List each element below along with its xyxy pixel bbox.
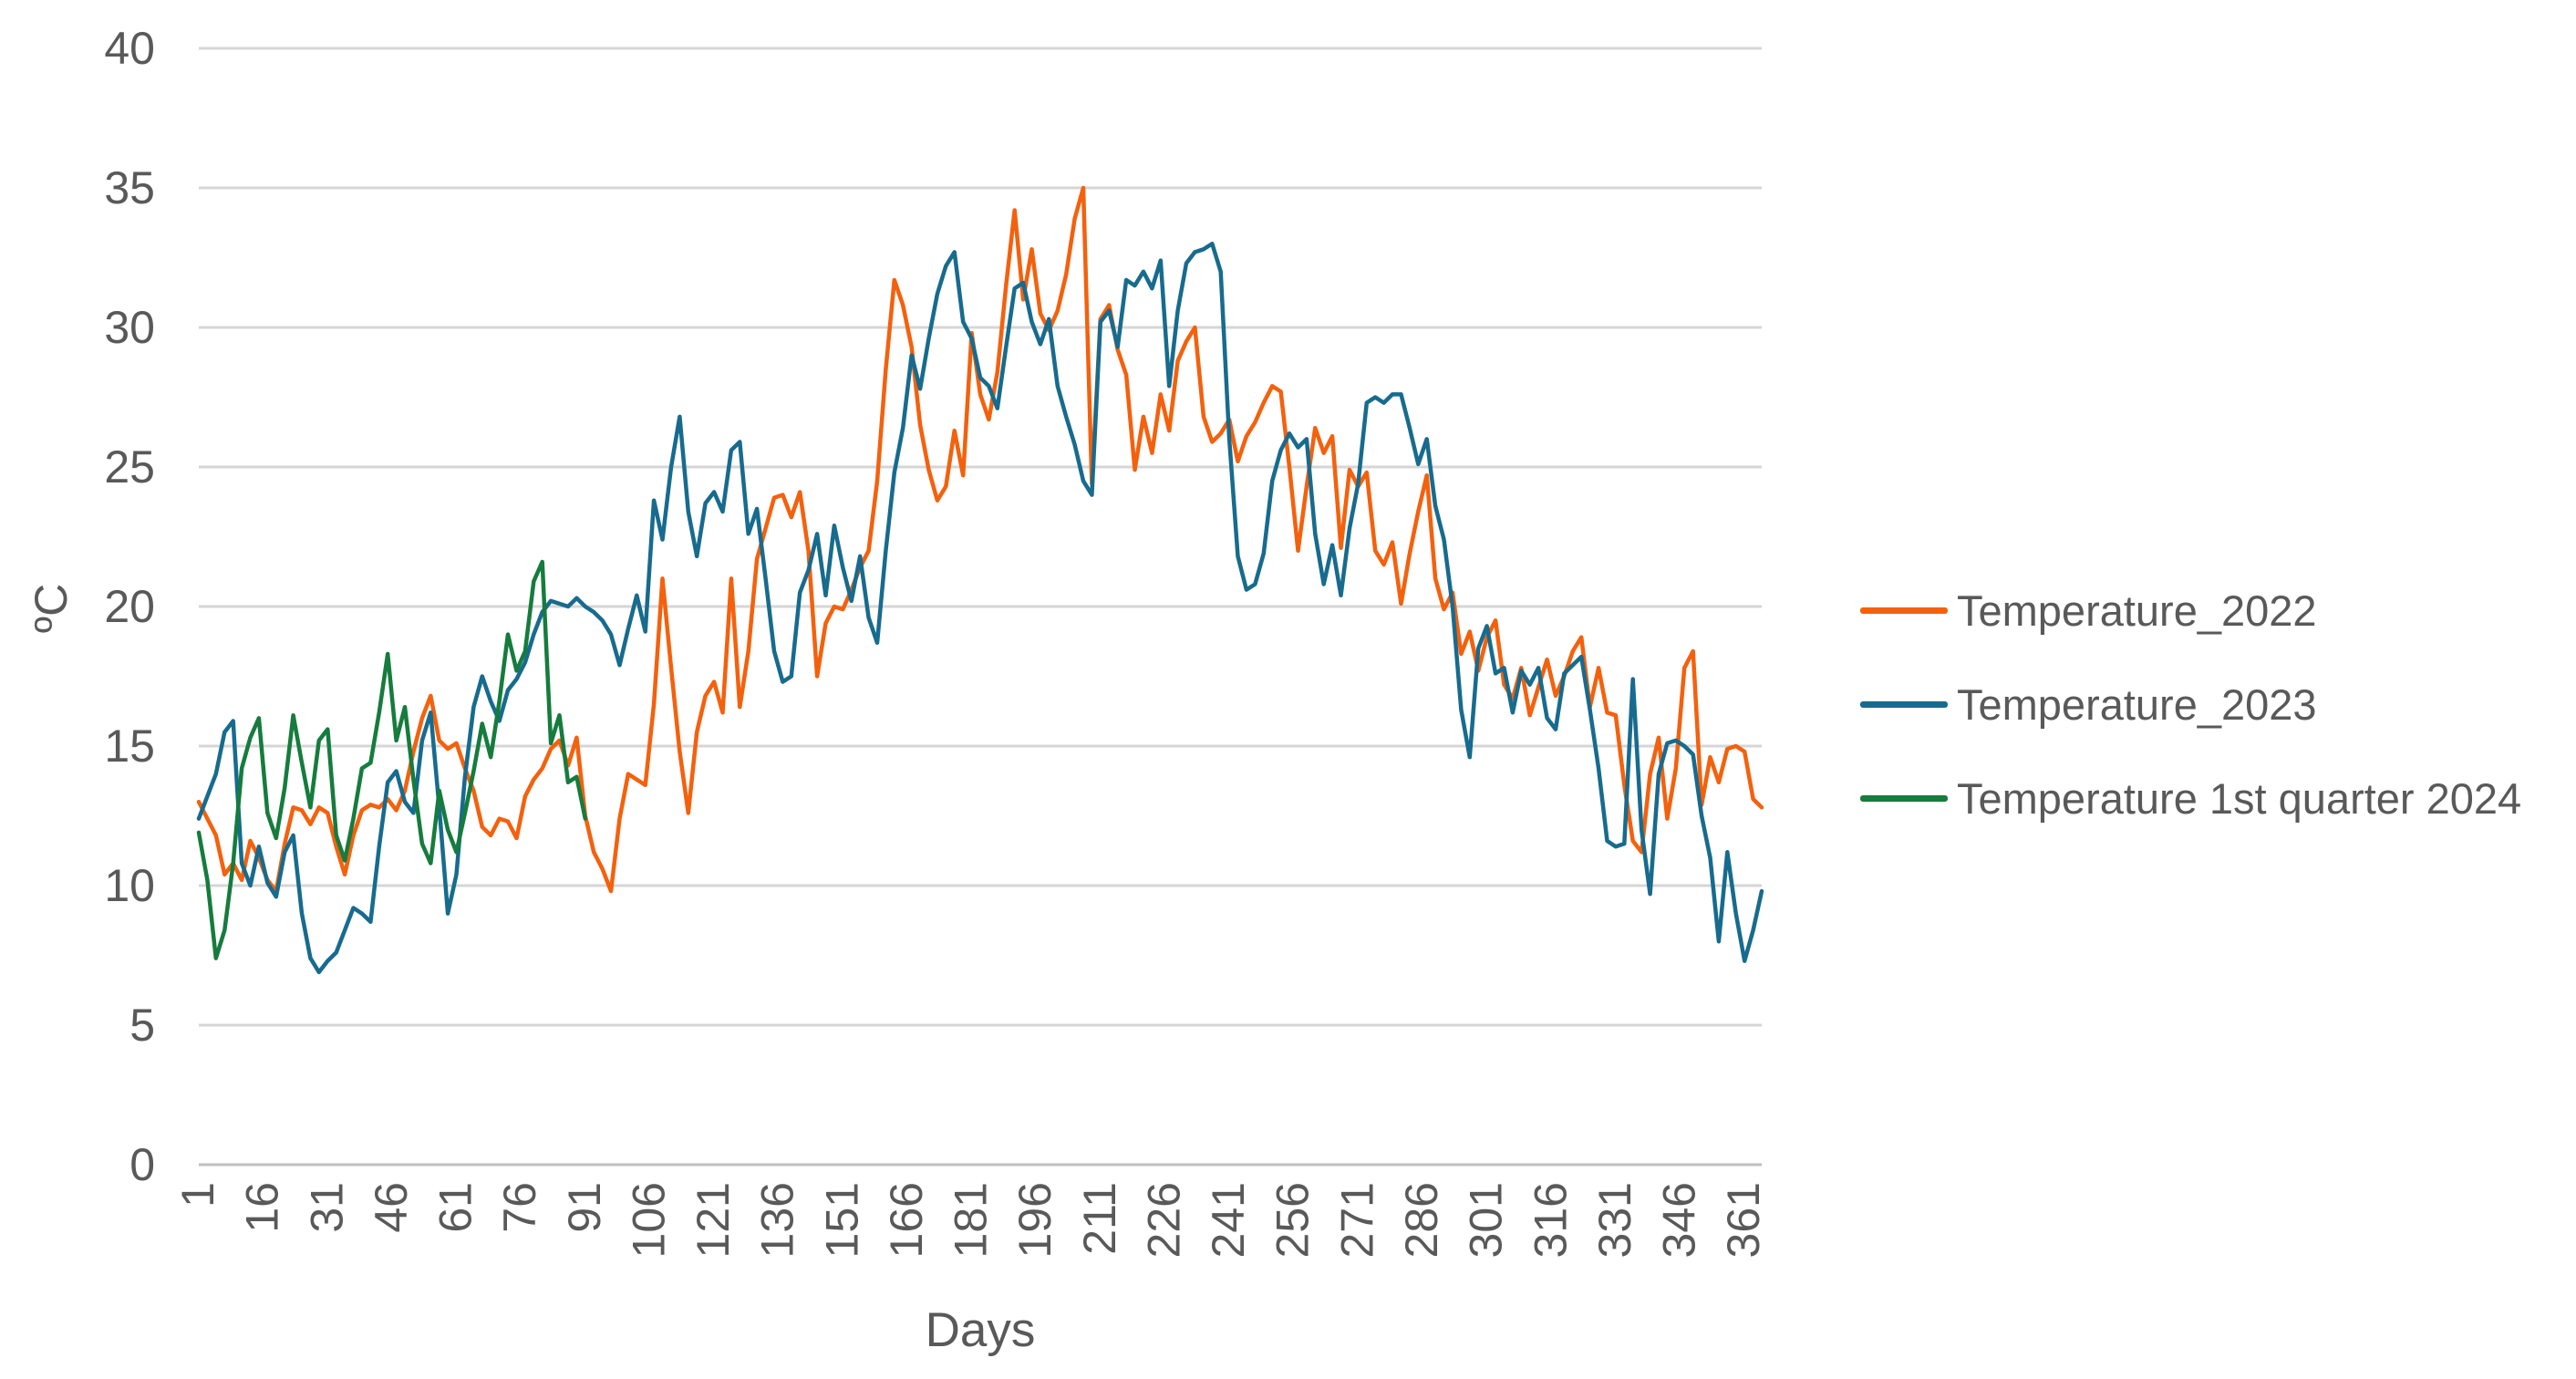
x-tick-label: 226 xyxy=(1138,1182,1189,1258)
x-tick-label: 46 xyxy=(366,1182,417,1233)
series-line-temperature-1st-quarter-2024 xyxy=(196,559,588,960)
x-tick-label: 31 xyxy=(301,1182,352,1233)
y-tick-label: 5 xyxy=(129,1000,155,1051)
legend-swatch-green xyxy=(1860,795,1948,802)
x-tick-label: 346 xyxy=(1654,1182,1705,1258)
x-tick-label: 106 xyxy=(623,1182,674,1258)
x-tick-label: 301 xyxy=(1461,1182,1512,1258)
x-tick-label: 151 xyxy=(816,1182,867,1258)
x-tick-label: 286 xyxy=(1396,1182,1447,1258)
legend-label: Temperature 1st quarter 2024 xyxy=(1957,774,2522,823)
legend-item-temperature-2022: Temperature_2022 xyxy=(1860,564,2521,658)
y-tick-label: 40 xyxy=(104,23,155,74)
y-tick-label: 35 xyxy=(104,162,155,213)
x-axis-title: Days xyxy=(925,1303,1036,1357)
legend-item-temperature-1st-quarter-2024: Temperature 1st quarter 2024 xyxy=(1860,752,2521,845)
series-lines xyxy=(196,185,1764,975)
x-tick-label: 181 xyxy=(946,1182,997,1258)
y-axis-tick-labels: 0 5 10 15 20 25 30 35 40 xyxy=(104,23,155,1190)
x-axis-tick-labels: 1 16 31 46 61 76 91 106 121 136 151 166 181 196 211 226… xyxy=(172,1182,1769,1258)
x-tick-label: 331 xyxy=(1589,1182,1640,1258)
y-tick-label: 15 xyxy=(104,721,155,772)
horizontal-gridlines xyxy=(199,47,1762,1166)
legend-swatch-blue xyxy=(1860,701,1948,708)
x-tick-label: 316 xyxy=(1525,1182,1576,1258)
legend-label: Temperature_2022 xyxy=(1957,586,2317,635)
legend-swatch-orange xyxy=(1860,607,1948,614)
x-tick-label: 196 xyxy=(1009,1182,1060,1258)
x-tick-label: 16 xyxy=(237,1182,288,1233)
y-tick-label: 20 xyxy=(104,581,155,632)
legend-label: Temperature_2023 xyxy=(1957,680,2317,729)
x-tick-label: 256 xyxy=(1267,1182,1319,1258)
series-line-temperature-2023 xyxy=(196,241,1764,975)
y-tick-label: 0 xyxy=(129,1139,155,1190)
x-tick-label: 136 xyxy=(752,1182,803,1258)
y-tick-label: 10 xyxy=(104,860,155,911)
legend-item-temperature-2023: Temperature_2023 xyxy=(1860,658,2521,752)
x-tick-label: 1 xyxy=(172,1182,223,1208)
x-tick-label: 211 xyxy=(1074,1182,1125,1255)
series-line-temperature-2022 xyxy=(196,185,1764,894)
y-axis-title: ºC xyxy=(26,583,77,634)
y-tick-label: 25 xyxy=(104,441,155,493)
x-tick-label: 76 xyxy=(494,1182,545,1233)
chart-legend: Temperature_2022 Temperature_2023 Temper… xyxy=(1860,564,2521,845)
x-tick-label: 61 xyxy=(430,1182,481,1233)
x-tick-label: 121 xyxy=(688,1182,739,1258)
x-tick-label: 361 xyxy=(1718,1182,1769,1258)
x-tick-label: 271 xyxy=(1331,1182,1382,1258)
y-tick-label: 30 xyxy=(104,302,155,353)
x-tick-label: 241 xyxy=(1203,1182,1254,1258)
x-tick-label: 91 xyxy=(559,1182,610,1233)
x-tick-label: 166 xyxy=(881,1182,932,1258)
